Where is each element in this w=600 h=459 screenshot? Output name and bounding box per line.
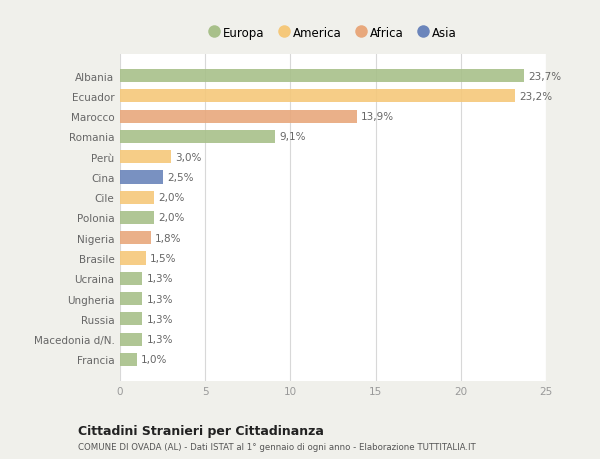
Bar (120, 252, 146, 265)
Text: 2,0%: 2,0% (158, 193, 185, 203)
Text: COMUNE DI OVADA (AL) - Dati ISTAT al 1° gennaio di ogni anno - Elaborazione TUTT: COMUNE DI OVADA (AL) - Dati ISTAT al 1° … (78, 442, 476, 451)
Bar (120, 333, 142, 346)
Text: 1,3%: 1,3% (146, 294, 173, 304)
Bar (120, 212, 154, 224)
Bar (120, 90, 515, 103)
Text: 1,8%: 1,8% (155, 233, 181, 243)
Text: 1,3%: 1,3% (146, 334, 173, 344)
Bar (120, 70, 524, 83)
Text: 1,0%: 1,0% (142, 355, 167, 364)
Text: 13,9%: 13,9% (361, 112, 394, 122)
Text: 1,3%: 1,3% (146, 314, 173, 324)
Legend: Europa, America, Africa, Asia: Europa, America, Africa, Asia (205, 22, 461, 44)
Text: 1,3%: 1,3% (146, 274, 173, 284)
Text: 2,5%: 2,5% (167, 173, 193, 183)
Bar (120, 353, 137, 366)
Text: Cittadini Stranieri per Cittadinanza: Cittadini Stranieri per Cittadinanza (78, 424, 324, 437)
Bar (120, 130, 275, 144)
Text: 3,0%: 3,0% (175, 152, 202, 162)
Bar (120, 151, 171, 164)
Text: 2,0%: 2,0% (158, 213, 185, 223)
Bar (120, 272, 142, 285)
Bar (120, 191, 154, 204)
Bar (120, 232, 151, 245)
Bar (120, 171, 163, 184)
Bar (120, 313, 142, 326)
Text: 9,1%: 9,1% (280, 132, 306, 142)
Text: 23,7%: 23,7% (528, 72, 561, 81)
Text: 1,5%: 1,5% (150, 253, 176, 263)
Bar (120, 110, 357, 123)
Bar (120, 292, 142, 306)
Text: 23,2%: 23,2% (520, 92, 553, 102)
